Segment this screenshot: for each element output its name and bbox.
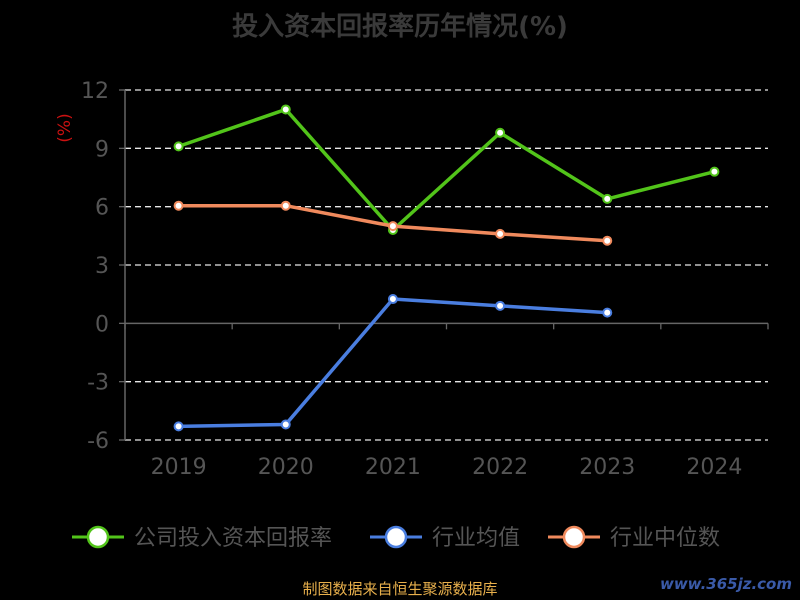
- legend-item[interactable]: 行业均值: [370, 525, 520, 551]
- y-tick-label: -6: [87, 429, 109, 454]
- series-1: [173, 294, 613, 432]
- grid-lines: [125, 89, 768, 441]
- series-lines: [173, 104, 720, 432]
- x-tick-label: 2021: [365, 455, 421, 480]
- y-tick-label: 6: [95, 196, 109, 221]
- y-tick-label: 3: [95, 254, 109, 279]
- data-point[interactable]: [495, 127, 506, 138]
- axes: [119, 89, 769, 441]
- data-point[interactable]: [280, 104, 291, 115]
- x-tick-label: 2023: [579, 455, 635, 480]
- y-tick-label: 12: [81, 79, 109, 104]
- data-point[interactable]: [709, 166, 720, 177]
- x-tick-label: 2022: [472, 455, 528, 480]
- data-point[interactable]: [495, 228, 506, 239]
- series-line: [178, 107, 715, 232]
- data-point[interactable]: [602, 235, 613, 246]
- chart-title: 投入资本回报率历年情况(%): [232, 12, 568, 42]
- data-point[interactable]: [495, 300, 506, 311]
- watermark: www.365jz.com: [659, 575, 792, 593]
- legend: 公司投入资本回报率 行业均值 行业中位数: [72, 525, 720, 551]
- series-2: [173, 200, 613, 246]
- legend-item[interactable]: 行业中位数: [548, 525, 720, 551]
- x-tick-label: 2020: [258, 455, 314, 480]
- legend-label: 公司投入资本回报率: [134, 526, 332, 551]
- data-point[interactable]: [173, 141, 184, 152]
- data-point[interactable]: [280, 419, 291, 430]
- y-axis-unit-label: (%): [55, 113, 75, 142]
- data-point[interactable]: [602, 307, 613, 318]
- legend-marker: [86, 525, 110, 549]
- data-point[interactable]: [280, 200, 291, 211]
- legend-item[interactable]: 公司投入资本回报率: [72, 525, 332, 551]
- data-point[interactable]: [173, 421, 184, 432]
- x-tick-labels: 2019 2020 2021 2022 2023 2024: [151, 455, 743, 480]
- data-point[interactable]: [387, 294, 398, 305]
- legend-label: 行业均值: [432, 526, 520, 551]
- data-point[interactable]: [602, 193, 613, 204]
- series-0: [173, 104, 720, 235]
- legend-label: 行业中位数: [610, 526, 720, 551]
- x-tick-label: 2019: [151, 455, 207, 480]
- y-tick-label: 9: [95, 137, 109, 162]
- data-point[interactable]: [387, 221, 398, 232]
- legend-marker: [384, 525, 408, 549]
- y-tick-label: 0: [95, 312, 109, 337]
- legend-marker: [562, 525, 586, 549]
- x-tick-label: 2024: [686, 455, 742, 480]
- source-note: 制图数据来自恒生聚源数据库: [302, 580, 498, 598]
- y-tick-label: -3: [87, 371, 109, 396]
- data-point[interactable]: [173, 200, 184, 211]
- y-tick-labels: -6 -3 0 3 6 9 12: [81, 79, 109, 454]
- series-line: [178, 297, 608, 429]
